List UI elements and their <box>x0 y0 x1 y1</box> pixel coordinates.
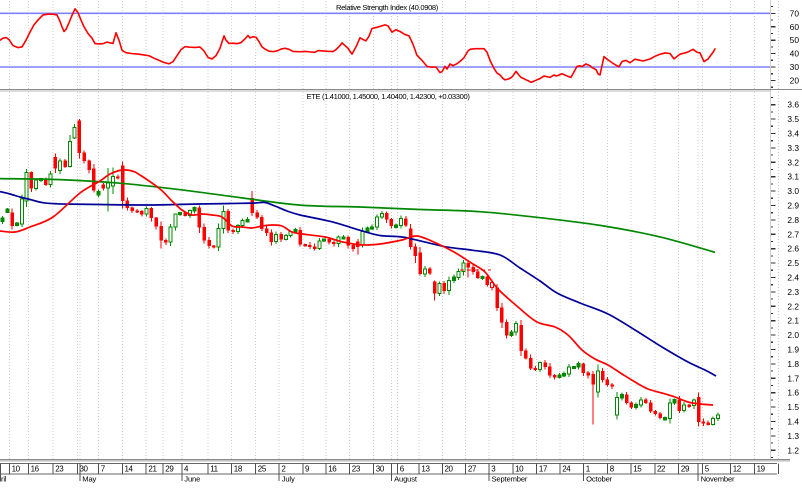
svg-text:7: 7 <box>101 465 106 474</box>
svg-text:24: 24 <box>562 465 571 474</box>
svg-text:2.9: 2.9 <box>787 201 799 211</box>
svg-text:ETE (1.41000, 1.45000, 1.40400: ETE (1.41000, 1.45000, 1.40400, 1.42300,… <box>307 92 471 101</box>
svg-text:29: 29 <box>681 465 690 474</box>
svg-text:3.1: 3.1 <box>787 172 799 182</box>
svg-text:40: 40 <box>790 49 800 59</box>
svg-text:3.4: 3.4 <box>787 129 799 139</box>
svg-text:10: 10 <box>12 465 21 474</box>
svg-text:30: 30 <box>376 465 385 474</box>
svg-text:10: 10 <box>515 465 524 474</box>
svg-text:27: 27 <box>468 465 477 474</box>
svg-text:May: May <box>82 475 96 484</box>
svg-text:70: 70 <box>790 8 800 18</box>
svg-text:11: 11 <box>210 465 218 474</box>
svg-text:November: November <box>701 475 735 484</box>
svg-text:19: 19 <box>757 465 766 474</box>
svg-text:5: 5 <box>705 465 710 474</box>
svg-text:23: 23 <box>55 465 64 474</box>
svg-text:3.5: 3.5 <box>787 114 799 124</box>
svg-text:2.0: 2.0 <box>787 330 799 340</box>
svg-text:2.5: 2.5 <box>787 258 799 268</box>
svg-text:16: 16 <box>328 465 337 474</box>
svg-text:16: 16 <box>31 465 40 474</box>
svg-text:20: 20 <box>790 76 800 86</box>
svg-text:3.3: 3.3 <box>787 143 799 153</box>
svg-text:4: 4 <box>184 465 189 474</box>
svg-text:18: 18 <box>234 465 243 474</box>
svg-text:20: 20 <box>445 465 454 474</box>
svg-text:22: 22 <box>657 465 666 474</box>
svg-text:23: 23 <box>352 465 361 474</box>
svg-text:25: 25 <box>258 465 267 474</box>
svg-text:1.3: 1.3 <box>787 431 799 441</box>
svg-text:60: 60 <box>790 22 800 32</box>
svg-text:July: July <box>282 475 295 484</box>
svg-text:June: June <box>184 475 200 484</box>
svg-text:8: 8 <box>610 465 615 474</box>
svg-text:August: August <box>394 475 418 484</box>
svg-text:29: 29 <box>165 465 174 474</box>
svg-text:9: 9 <box>305 465 310 474</box>
svg-text:14: 14 <box>125 465 134 474</box>
svg-text:1.5: 1.5 <box>787 402 799 412</box>
svg-text:30: 30 <box>80 465 89 474</box>
svg-text:1: 1 <box>586 465 591 474</box>
svg-text:Relative Strength Index (40.09: Relative Strength Index (40.0908) <box>336 3 439 12</box>
svg-text:1.9: 1.9 <box>787 345 799 355</box>
svg-text:15: 15 <box>633 465 642 474</box>
svg-text:30: 30 <box>790 62 800 72</box>
svg-text:3.6: 3.6 <box>787 100 799 110</box>
svg-text:2.6: 2.6 <box>787 244 799 254</box>
svg-text:13: 13 <box>421 465 430 474</box>
svg-text:2.8: 2.8 <box>787 215 799 225</box>
svg-text:3.2: 3.2 <box>787 157 799 167</box>
svg-text:6: 6 <box>400 465 405 474</box>
svg-text:ril: ril <box>1 475 7 484</box>
svg-text:17: 17 <box>539 465 548 474</box>
svg-text:1.4: 1.4 <box>787 417 799 427</box>
svg-text:1.8: 1.8 <box>787 359 799 369</box>
svg-text:2.1: 2.1 <box>787 316 799 326</box>
svg-text:October: October <box>586 475 613 484</box>
svg-text:2.3: 2.3 <box>787 287 799 297</box>
svg-text:3.0: 3.0 <box>787 186 799 196</box>
svg-text:21: 21 <box>148 465 157 474</box>
svg-text:2.2: 2.2 <box>787 301 799 311</box>
svg-text:50: 50 <box>790 35 800 45</box>
svg-text:1.6: 1.6 <box>787 388 799 398</box>
svg-text:2: 2 <box>281 465 286 474</box>
svg-text:3: 3 <box>491 465 496 474</box>
svg-text:1.2: 1.2 <box>787 445 799 455</box>
svg-text:12: 12 <box>733 465 742 474</box>
svg-text:1.7: 1.7 <box>787 373 799 383</box>
svg-text:September: September <box>492 475 528 484</box>
svg-text:2.7: 2.7 <box>787 229 799 239</box>
svg-text:2.4: 2.4 <box>787 273 799 283</box>
